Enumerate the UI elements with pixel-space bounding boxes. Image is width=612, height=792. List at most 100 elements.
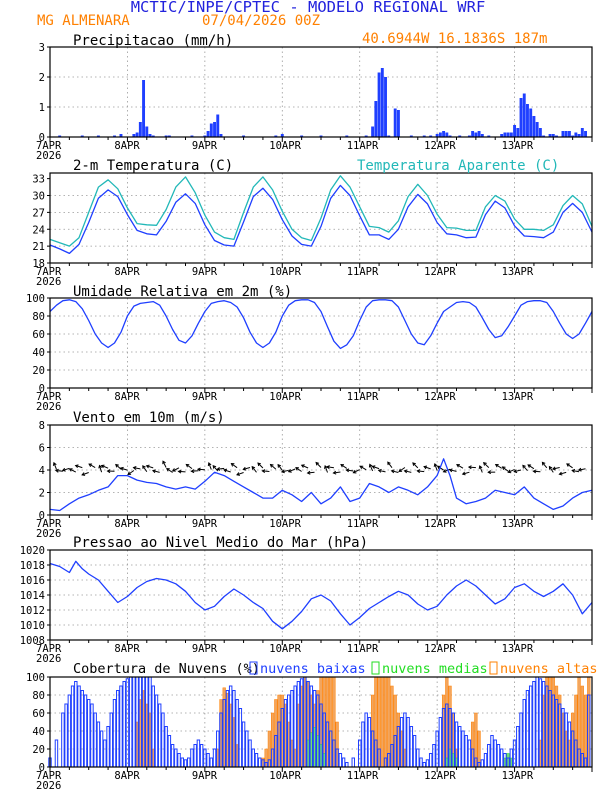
precip-bar	[580, 128, 584, 137]
wind-arrow-shaft	[236, 472, 244, 476]
wind-arrow-head	[442, 469, 447, 473]
wind-arrow-shaft	[412, 462, 419, 469]
wind-arrow-head	[81, 472, 86, 476]
temp-x-axis: 7APR 8APR 9APR 10APR 11APR 12APR 13APR 2026	[36, 263, 593, 288]
wind-arrow-head	[165, 468, 170, 472]
x-tick-label: 13APR	[502, 266, 534, 278]
wind-arrow-shaft	[479, 465, 483, 473]
wind-arrow-shaft	[257, 462, 264, 469]
precip-y-tick-label: 0	[39, 132, 45, 144]
wind-arrow-head	[371, 465, 376, 470]
x-tick-label: 8APR	[114, 770, 140, 782]
x-tick-label: 11APR	[347, 391, 379, 403]
wind-arrow-shaft	[223, 469, 231, 473]
wind-arrow-head	[412, 462, 416, 466]
wind-arrow-shaft	[495, 464, 502, 469]
pressure-x-axis: 7APR 8APR 9APR 10APR 11APR 12APR 13APR 2026	[36, 640, 593, 665]
wind-arrow-head	[345, 468, 350, 473]
wind-arrow-head	[295, 467, 299, 471]
wind-y-tick-label: 6	[39, 443, 45, 455]
wind-arrow-head	[456, 464, 460, 468]
x-tick-label: 7APR	[36, 391, 62, 403]
wind-arrow-shaft	[333, 471, 341, 474]
wind-arrow-head	[212, 464, 217, 469]
wind-arrow-shaft	[212, 465, 219, 472]
rh-x-axis: 7APR 8APR 9APR 10APR 11APR 12APR 13APR 2026	[36, 388, 593, 413]
precip-bar	[526, 104, 529, 137]
precip-bar	[538, 128, 542, 137]
wind-arrow-head	[277, 463, 282, 468]
wind-arrow-shaft	[507, 468, 515, 473]
wind-arrow-shaft	[146, 465, 154, 469]
wind-arrow-head	[106, 469, 111, 474]
wind-arrow-shaft	[340, 464, 348, 469]
precip-bar	[300, 135, 304, 137]
wind-y-tick-label: 8	[39, 420, 45, 432]
wind-arrow-shaft	[387, 461, 393, 469]
x-year-label: 2026	[36, 150, 61, 162]
cloud-bar-high	[583, 694, 588, 768]
wind-arrow-shaft	[162, 460, 167, 468]
wind-arrow-shaft	[217, 467, 225, 470]
wind-arrow-head	[416, 469, 421, 474]
x-tick-label: 11APR	[347, 770, 379, 782]
precip-bar	[480, 134, 484, 137]
x-tick-label: 12APR	[424, 140, 456, 152]
wind-arrow-head	[177, 469, 182, 474]
wind-arrow-head	[324, 464, 328, 469]
wind-arrow-head	[478, 465, 483, 470]
x-year-label: 2026	[36, 528, 61, 540]
wind-arrow-head	[571, 468, 576, 473]
wind-arrow-head	[315, 461, 320, 466]
x-year-label: 2026	[36, 780, 61, 792]
wind-arrow-head	[151, 469, 156, 474]
wind-arrow-head	[340, 463, 345, 468]
wind-arrow-head	[359, 465, 364, 470]
wind-arrow-head	[541, 461, 546, 466]
wind-arrow-shaft	[542, 462, 548, 469]
wind-arrow-head	[142, 465, 146, 469]
wind-arrow-head	[98, 464, 103, 469]
precip-bar	[435, 134, 439, 137]
precip-bar	[513, 125, 517, 137]
clouds-legend-mid-swatch	[371, 661, 380, 675]
precip-bar	[203, 135, 207, 137]
wind-arrow-shaft	[378, 469, 386, 473]
wind-arrow-head	[207, 462, 212, 467]
x-year-label: 2026	[36, 401, 61, 413]
wind-arrow-shaft	[552, 467, 560, 470]
wind-arrow-head	[257, 462, 262, 467]
wind-arrow-shaft	[301, 464, 309, 469]
wind-arrow-head	[513, 469, 518, 474]
precip-bar	[506, 132, 510, 137]
wind-arrow-shaft	[369, 464, 374, 472]
wind-arrow-head	[332, 470, 337, 475]
precip-plot-area	[50, 47, 592, 137]
wind-direction-arrows	[52, 460, 586, 476]
x-tick-label: 8APR	[114, 518, 140, 530]
wind-arrow-shaft	[75, 465, 83, 469]
wind-arrow-shaft	[62, 467, 70, 471]
x-tick-label: 8APR	[114, 643, 140, 655]
wind-arrow-head	[100, 464, 105, 469]
wind-arrow-shaft	[101, 465, 109, 469]
wind-arrow-head	[482, 462, 487, 466]
rh-y-tick-label: 0	[39, 383, 45, 395]
precip-title: Precipitacao (mm/h)	[73, 33, 233, 49]
wind-arrow-head	[251, 465, 256, 470]
x-tick-label: 12APR	[424, 266, 456, 278]
clouds-legend-low-swatch	[249, 661, 258, 675]
wind-arrow-shaft	[572, 470, 580, 473]
wind-arrow-shaft	[533, 470, 541, 473]
wind-arrow-head	[61, 467, 66, 472]
wind-arrow-head	[566, 463, 570, 467]
wind-arrow-head	[487, 470, 492, 475]
precip-bar	[387, 135, 391, 137]
wind-y-tick-label: 4	[39, 465, 45, 477]
x-tick-label: 9APR	[192, 643, 218, 655]
rh-y-tick-label: 60	[32, 329, 45, 341]
precip-bar	[577, 134, 581, 137]
precip-bar	[509, 132, 513, 137]
clouds-panel: 0 20 40 60 80 100 7APR 8APR 9APR 10APR 11APR 12APR…	[26, 661, 598, 792]
precip-bar	[206, 131, 210, 137]
